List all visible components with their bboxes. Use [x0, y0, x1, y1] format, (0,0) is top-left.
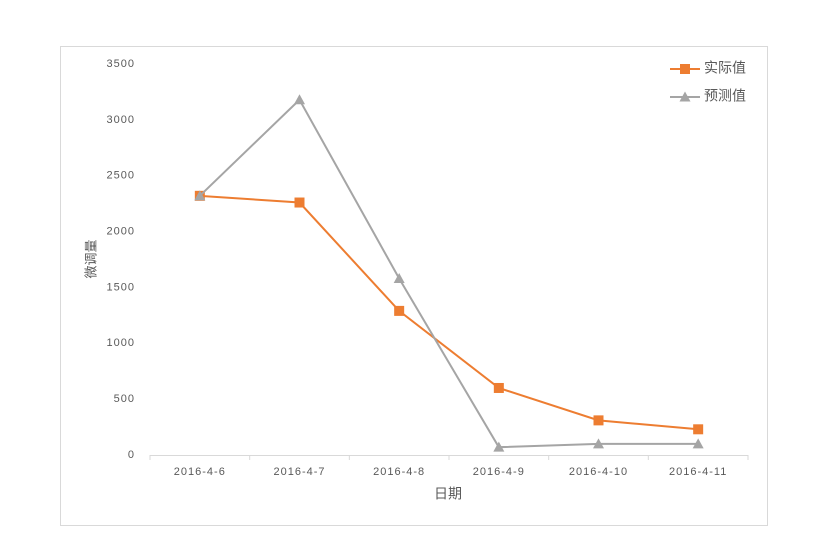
x-tick-label: 2016-4-9: [473, 466, 525, 478]
y-tick-label: 1000: [107, 337, 135, 349]
y-tick-label: 2500: [107, 170, 135, 182]
data-point: [692, 438, 704, 449]
y-tick-label: 2000: [107, 225, 135, 237]
y-tick-label: 0: [128, 449, 135, 461]
x-tick-label: 2016-4-6: [174, 466, 226, 478]
y-tick-label: 500: [114, 393, 135, 405]
series-line: [199, 194, 699, 431]
legend-marker: [680, 64, 690, 74]
data-point: [294, 197, 305, 208]
legend-marker: [679, 91, 691, 102]
series-line: [199, 98, 699, 449]
y-tick-label: 1500: [107, 281, 135, 293]
data-point: [194, 190, 206, 201]
x-tick-label: 2016-4-11: [669, 466, 727, 478]
x-axis-label: 日期: [434, 486, 462, 502]
y-axis-label: 微调量: [83, 239, 98, 278]
legend-label: 预测值: [704, 88, 746, 104]
x-tick-label: 2016-4-8: [373, 466, 425, 478]
data-point: [493, 441, 505, 452]
data-point: [394, 305, 405, 316]
data-point: [393, 272, 405, 283]
legend-label: 实际值: [704, 60, 746, 76]
data-point: [593, 438, 604, 449]
y-tick-label: 3500: [107, 58, 135, 70]
data-point: [294, 94, 305, 105]
x-tick-label: 2016-4-7: [273, 466, 325, 478]
data-point: [593, 415, 604, 426]
data-point: [493, 382, 504, 393]
data-point: [693, 424, 704, 435]
chart-frame: [60, 46, 768, 526]
y-tick-label: 3000: [107, 114, 135, 126]
x-tick-label: 2016-4-10: [569, 466, 628, 478]
